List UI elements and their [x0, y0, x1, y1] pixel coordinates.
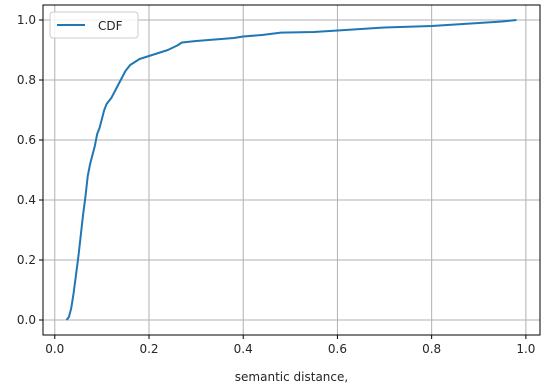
y-tick-label: 1.0 [17, 13, 36, 27]
x-tick-label: 1.0 [516, 342, 535, 356]
y-tick-label: 0.4 [17, 193, 36, 207]
x-tick-label: 0.8 [422, 342, 441, 356]
legend-box [49, 11, 139, 39]
x-tick-label: 0.0 [45, 342, 64, 356]
y-tick-label: 0.6 [17, 133, 36, 147]
series-layer [65, 19, 517, 321]
plot-frame [42, 4, 541, 336]
grid-layer [43, 5, 540, 335]
x-tick-label: 0.6 [328, 342, 347, 356]
legend: CDF [49, 11, 139, 39]
cdf-series-line [65, 19, 517, 321]
y-tick-label: 0.8 [17, 73, 36, 87]
legend-label: CDF [98, 19, 123, 33]
y-tick-label: 0.0 [17, 313, 36, 327]
x-tick-label: 0.4 [234, 342, 253, 356]
tick-layer: 0.0 0.2 0.4 0.6 0.8 1.0 0.0 0.2 0.4 0.6 0.8 1.0 [17, 13, 536, 356]
x-axis-label: semantic distance, [235, 370, 348, 384]
x-tick-label: 0.2 [139, 342, 158, 356]
y-tick-label: 0.2 [17, 253, 36, 267]
